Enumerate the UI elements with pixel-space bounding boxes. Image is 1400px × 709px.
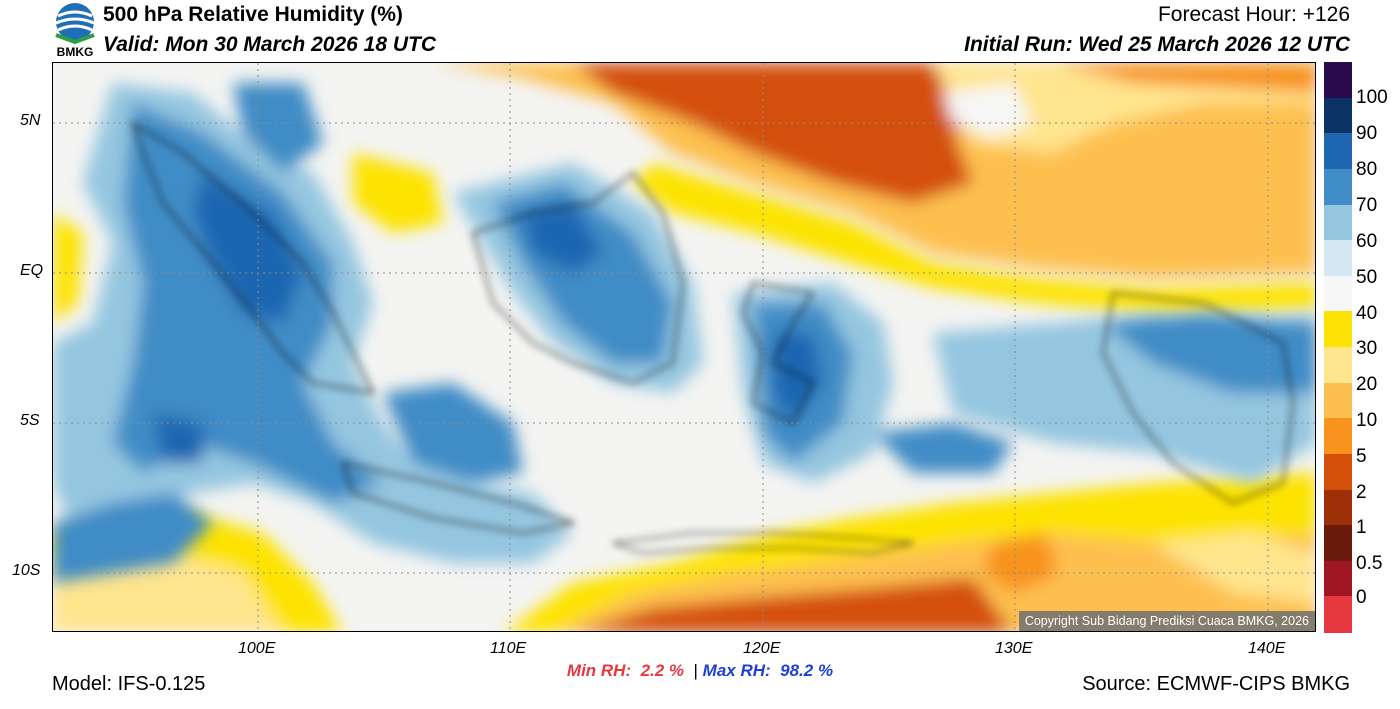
colorbar-label-80: 80 xyxy=(1356,159,1378,180)
model-label: Model: IFS-0.125 xyxy=(52,673,206,695)
colorbar-label-30: 30 xyxy=(1356,338,1378,359)
colorbar-segment xyxy=(1324,168,1352,205)
colorbar-label-70: 70 xyxy=(1356,195,1378,216)
colorbar-label-10: 10 xyxy=(1356,410,1378,431)
colorbar-segment xyxy=(1324,382,1352,419)
rh-stats: Min RH: 2.2 % | Max RH: 98.2 % xyxy=(0,661,1400,681)
colorbar-segment xyxy=(1324,62,1352,99)
colorbar-segment xyxy=(1324,489,1352,526)
colorbar-segment xyxy=(1324,311,1352,348)
colorbar-segment xyxy=(1324,275,1352,312)
colorbar-segment xyxy=(1324,204,1352,241)
colorbar-label-50: 50 xyxy=(1356,267,1378,288)
colorbar-segment xyxy=(1324,596,1352,633)
min-rh-value: 2.2 % xyxy=(640,661,685,680)
land-outlines xyxy=(131,121,1294,554)
source-label: Source: ECMWF-CIPS BMKG xyxy=(1082,673,1350,695)
graticule xyxy=(53,63,1315,631)
colorbar-segment xyxy=(1324,347,1352,384)
humidity-map: Copyright Sub Bidang Prediksi Cuaca BMKG… xyxy=(52,62,1316,632)
colorbar-label-0-5: 0.5 xyxy=(1356,553,1383,574)
lon-label-140e: 140E xyxy=(1248,640,1286,657)
lon-label-120e: 120E xyxy=(743,640,781,657)
colorbar-label-1: 1 xyxy=(1356,517,1367,538)
colorbar xyxy=(1324,62,1352,633)
svg-text:BMKG: BMKG xyxy=(57,45,94,58)
colorbar-label-2: 2 xyxy=(1356,482,1367,503)
colorbar-segment xyxy=(1324,133,1352,170)
max-rh-label: Max RH: xyxy=(702,661,771,680)
colorbar-label-60: 60 xyxy=(1356,231,1378,252)
lon-label-130e: 130E xyxy=(995,640,1033,657)
colorbar-label-20: 20 xyxy=(1356,374,1378,395)
humidity-field xyxy=(53,63,1315,631)
colorbar-label-0: 0 xyxy=(1356,587,1367,608)
colorbar-segment xyxy=(1324,560,1352,597)
lon-label-100e: 100E xyxy=(238,640,276,657)
lat-label-eq: EQ xyxy=(20,262,44,279)
colorbar-label-100: 100 xyxy=(1356,87,1388,108)
initial-run: Initial Run: Wed 25 March 2026 12 UTC xyxy=(964,33,1350,56)
chart-title: 500 hPa Relative Humidity (%) xyxy=(103,3,403,26)
colorbar-label-90: 90 xyxy=(1356,123,1378,144)
lat-label-5s: 5S xyxy=(20,412,40,429)
forecast-hour: Forecast Hour: +126 xyxy=(1157,3,1350,26)
lat-label-10s: 10S xyxy=(12,562,41,579)
colorbar-label-40: 40 xyxy=(1356,303,1378,324)
colorbar-label-5: 5 xyxy=(1356,446,1367,467)
colorbar-segment xyxy=(1324,97,1352,134)
colorbar-segment xyxy=(1324,240,1352,277)
copyright-note: Copyright Sub Bidang Prediksi Cuaca BMKG… xyxy=(1018,611,1315,631)
colorbar-segment xyxy=(1324,453,1352,490)
max-rh-value: 98.2 % xyxy=(780,661,834,680)
lon-label-110e: 110E xyxy=(490,640,527,657)
stats-separator: | xyxy=(693,661,698,680)
valid-time: Valid: Mon 30 March 2026 18 UTC xyxy=(103,33,436,56)
min-rh-label: Min RH: xyxy=(566,661,632,680)
bmkg-logo: BMKG xyxy=(52,2,98,59)
colorbar-segment xyxy=(1324,418,1352,455)
colorbar-segment xyxy=(1324,525,1352,562)
lat-label-5n: 5N xyxy=(20,112,41,129)
